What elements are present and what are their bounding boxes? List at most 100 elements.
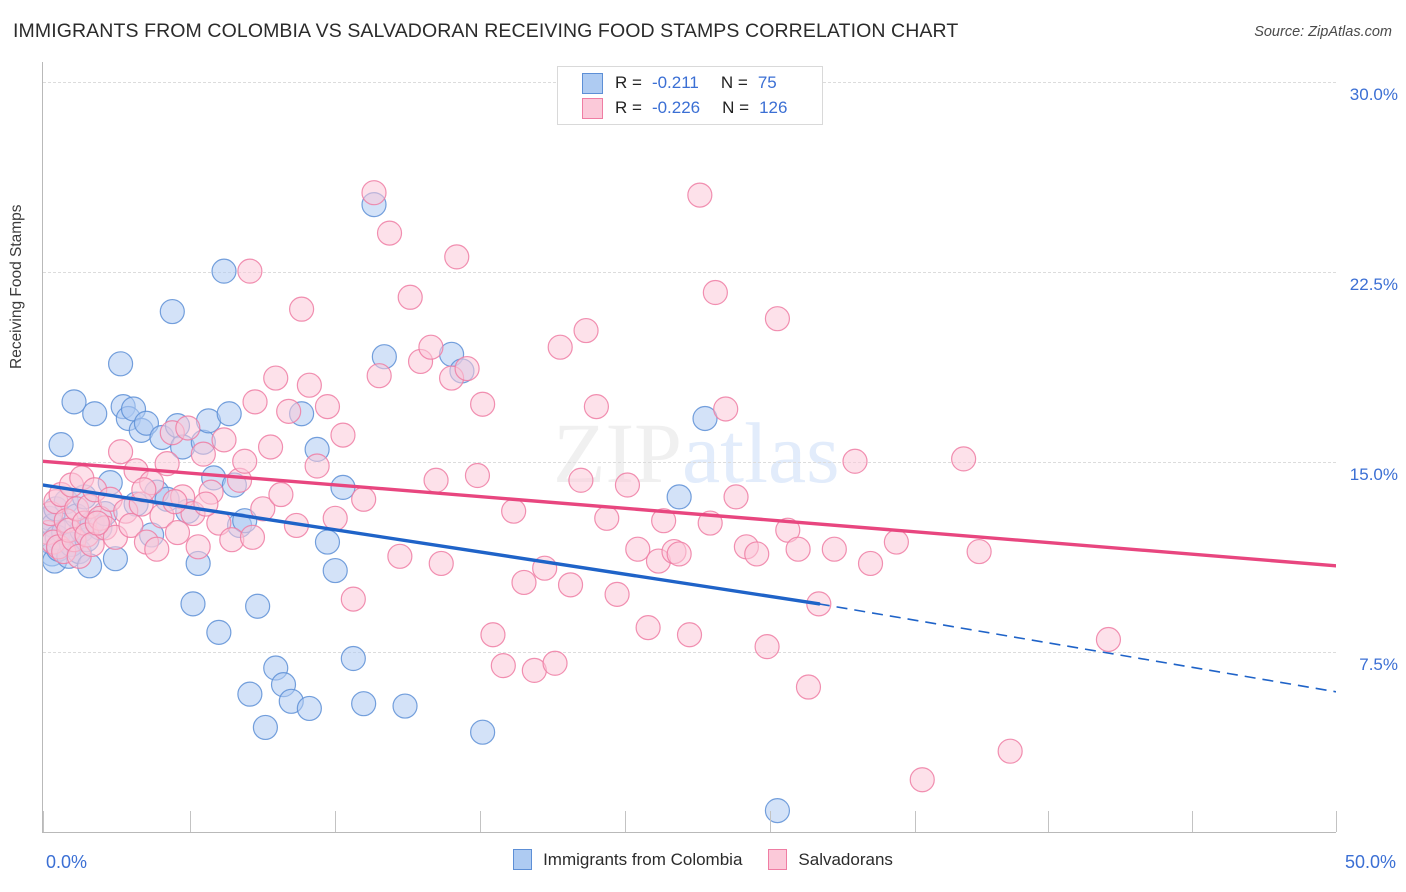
data-point: [107, 439, 134, 465]
correlation-row-colombia: R = -0.211 N = 75: [582, 71, 777, 95]
data-point: [296, 695, 322, 722]
x-tick-label-max: 50.0%: [1344, 852, 1396, 872]
data-point: [542, 650, 568, 676]
data-point: [676, 622, 703, 648]
data-point: [490, 653, 516, 679]
data-point: [392, 693, 418, 719]
data-point: [397, 284, 423, 310]
x-tick-5: [770, 811, 771, 832]
data-point: [314, 529, 341, 555]
n-label-pink: N =: [722, 98, 750, 117]
swatch-blue-icon: [582, 72, 603, 94]
data-point: [454, 355, 480, 382]
x-tick-1: [190, 811, 191, 832]
data-point: [604, 581, 630, 607]
legend-item-salvadorans[interactable]: Salvadorans: [768, 849, 893, 870]
n-label-blue: N =: [720, 73, 748, 92]
data-point: [795, 674, 822, 700]
data-point: [666, 541, 692, 567]
gridline-15: [43, 462, 1336, 463]
data-point: [340, 645, 366, 672]
x-tick-2: [335, 811, 336, 832]
data-point: [159, 298, 185, 325]
data-point: [423, 467, 449, 493]
data-point: [185, 534, 211, 560]
data-point: [263, 365, 289, 391]
data-point: [594, 505, 620, 531]
data-point: [764, 306, 791, 332]
r-value-blue: -0.211: [651, 73, 699, 92]
data-point: [82, 401, 108, 427]
data-point: [206, 619, 232, 645]
data-point: [821, 536, 847, 562]
data-point: [666, 484, 692, 510]
data-point: [242, 389, 268, 415]
data-point: [470, 391, 496, 417]
data-point: [480, 622, 506, 648]
data-point: [966, 538, 992, 565]
x-tick-4: [625, 811, 626, 832]
swatch-pink-icon: [582, 97, 603, 119]
data-point: [190, 441, 216, 467]
data-point: [330, 422, 356, 448]
data-point: [118, 512, 144, 539]
x-axis-line: [42, 832, 1336, 833]
data-point: [883, 529, 909, 555]
data-point: [470, 719, 496, 745]
data-point: [237, 258, 263, 284]
data-point: [583, 394, 610, 420]
scatter-points-layer: [43, 180, 1336, 824]
data-point: [268, 481, 294, 508]
data-point: [842, 448, 868, 474]
data-point: [387, 543, 413, 569]
data-point: [614, 472, 641, 498]
legend-label-colombia: Immigrants from Colombia: [543, 849, 743, 869]
data-point: [723, 484, 749, 510]
legend-item-colombia[interactable]: Immigrants from Colombia: [513, 849, 742, 870]
data-point: [418, 334, 444, 360]
data-point: [951, 446, 977, 472]
data-point: [744, 541, 770, 567]
data-point: [997, 738, 1023, 764]
data-point: [144, 536, 170, 562]
data-point: [289, 296, 315, 322]
data-point: [428, 550, 454, 577]
data-point: [568, 467, 594, 493]
x-tick-8: [1192, 811, 1193, 832]
data-point: [276, 398, 302, 424]
trendline-colombia: [43, 483, 821, 606]
data-point: [322, 505, 348, 531]
data-point: [257, 434, 284, 460]
trendline-salvadorans: [43, 459, 1336, 568]
y-tick-label-30: 30.0%: [1349, 85, 1398, 104]
data-point: [239, 524, 266, 550]
data-point: [366, 363, 392, 389]
y-tick-label-15: 15.0%: [1349, 465, 1398, 484]
data-point: [232, 448, 258, 474]
data-point: [61, 389, 87, 415]
page-title: IMMIGRANTS FROM COLOMBIA VS SALVADORAN R…: [13, 20, 959, 42]
data-point: [304, 453, 330, 479]
data-point: [133, 410, 160, 436]
data-point: [785, 536, 811, 562]
r-label-blue: R =: [615, 73, 642, 92]
data-point: [314, 394, 341, 420]
data-point: [764, 798, 791, 824]
data-point: [237, 681, 263, 707]
data-point: [857, 550, 884, 577]
data-point: [162, 489, 188, 515]
y-axis-label: Receiving Food Stamps: [8, 204, 25, 369]
data-point: [102, 546, 129, 572]
correlation-row-salvadorans: R = -0.226 N = 126: [582, 96, 787, 120]
data-point: [351, 691, 377, 717]
data-point: [322, 557, 348, 584]
n-value-blue: 75: [757, 73, 777, 92]
y-tick-label-7-5: 7.5%: [1359, 655, 1398, 674]
x-tick-9: [1336, 811, 1337, 832]
legend-swatch-salvadorans-icon: [768, 849, 788, 870]
x-tick-label-min: 0.0%: [46, 852, 88, 872]
n-value-pink: 126: [759, 98, 788, 117]
data-point: [216, 401, 242, 427]
gridline-7-5: [43, 652, 1336, 653]
data-point: [573, 317, 599, 344]
